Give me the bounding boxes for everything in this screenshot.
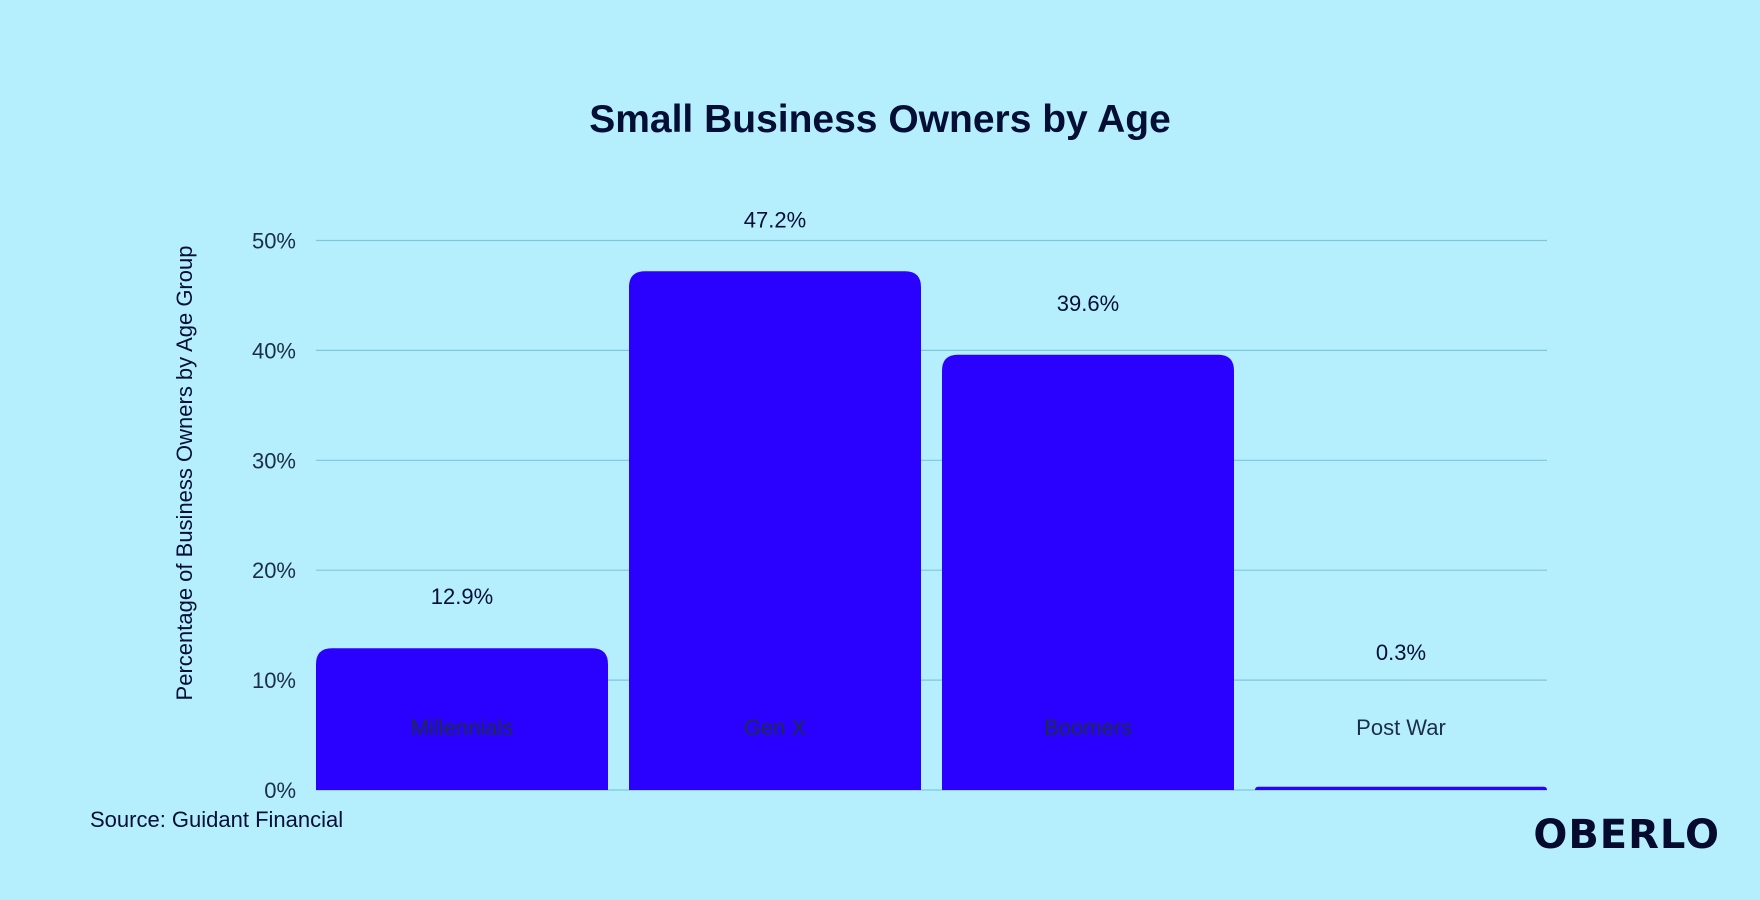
data-label: 47.2%: [744, 207, 806, 232]
bar-millennials: [316, 648, 608, 790]
bar-post-war: [1255, 786, 1547, 790]
y-tick-label: 50%: [252, 229, 296, 254]
x-tick-label: Gen X: [744, 715, 807, 740]
x-tick-label: Post War: [1356, 715, 1446, 740]
y-tick-label: 0%: [264, 778, 296, 803]
y-tick-label: 30%: [252, 448, 296, 473]
bar-boomers: [942, 354, 1234, 790]
chart-title: Small Business Owners by Age: [589, 98, 1171, 141]
x-tick-label: Boomers: [1044, 715, 1132, 740]
y-tick-label: 40%: [252, 338, 296, 363]
x-tick-label: Millennials: [411, 715, 514, 740]
data-label: 12.9%: [431, 584, 493, 609]
source-note: Source: Guidant Financial: [90, 807, 344, 832]
bar-gen-x: [629, 271, 921, 791]
data-label: 0.3%: [1376, 640, 1426, 665]
data-label: 39.6%: [1057, 291, 1119, 316]
y-tick-label: 20%: [252, 558, 296, 583]
oberlo-logo: OBERLO: [1533, 812, 1720, 858]
y-tick-label: 10%: [252, 668, 296, 693]
y-axis-label: Percentage of Business Owners by Age Gro…: [172, 246, 197, 701]
